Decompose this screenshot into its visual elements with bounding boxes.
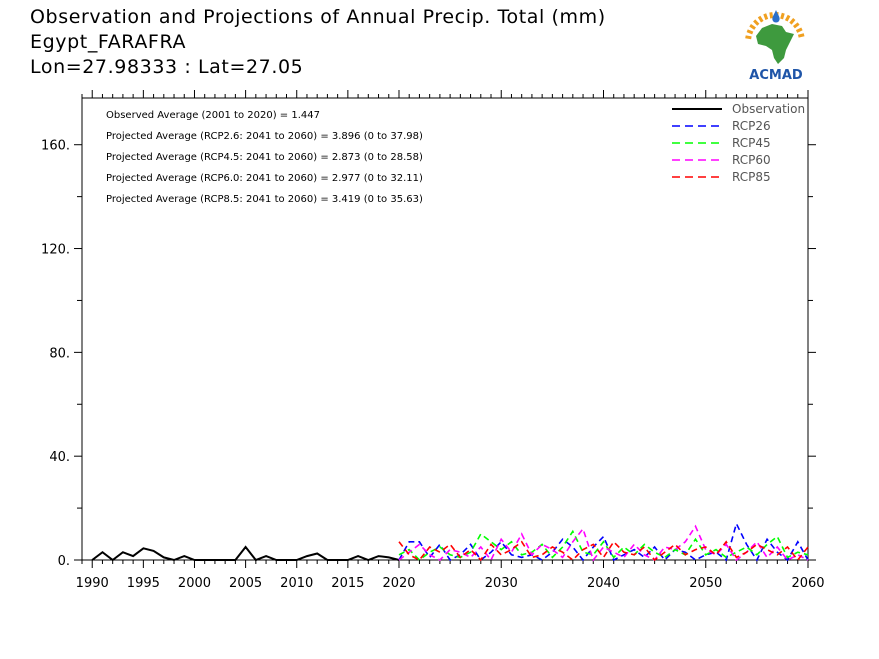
plot-frame: [81, 97, 809, 561]
logo-ray: [757, 15, 764, 23]
station-coordinates: Lon=27.98333 : Lat=27.05: [30, 56, 304, 78]
acmad-logo: ACMAD: [745, 10, 805, 83]
annotation-line: Observed Average (2001 to 2020) = 1.447: [106, 110, 320, 121]
logo-ray: [789, 18, 796, 25]
logo-ray: [745, 35, 752, 40]
x-tick-label: 2020: [382, 576, 415, 591]
annotation-line: Projected Average (RCP8.5: 2041 to 2060)…: [106, 194, 423, 205]
legend-label: RCP85: [732, 170, 771, 184]
logo-ray: [769, 12, 774, 19]
logo-ray: [763, 13, 769, 20]
x-tick-label: 1995: [127, 576, 160, 591]
logo-ray: [784, 14, 791, 22]
series-line-observation: [91, 545, 400, 562]
logo-ray: [795, 27, 803, 33]
legend-label: RCP60: [732, 153, 771, 167]
logo-africa-map: [756, 24, 794, 64]
logo-ray: [746, 29, 754, 35]
x-tick-label: 2040: [587, 576, 620, 591]
y-axis: 0. 40. 80. 120. 160.: [41, 139, 816, 569]
annotation-line: Projected Average (RCP4.5: 2041 to 2060)…: [106, 152, 423, 163]
x-axis: 1990 1995 2000 2005 2010 2015 2020 2030 2040 2050…: [76, 90, 825, 591]
annotation-line: Projected Average (RCP6.0: 2041 to 2060)…: [106, 173, 423, 184]
series-lines: [91, 521, 809, 562]
x-tick-label: 2000: [178, 576, 211, 591]
logo-ray: [753, 19, 760, 26]
x-tick-label: 2060: [791, 576, 824, 591]
series-line-rcp60: [398, 524, 809, 562]
x-tick-label: 2005: [229, 576, 262, 591]
series-line-rcp85: [398, 540, 809, 562]
y-tick-label: 40.: [49, 450, 70, 465]
y-tick-label: 160.: [41, 139, 70, 154]
logo-ray: [792, 22, 800, 29]
series-line-rcp45: [398, 529, 809, 562]
plot-border: [81, 97, 809, 561]
logo-text: ACMAD: [749, 68, 803, 83]
station-name: Egypt_FARAFRA: [30, 31, 187, 53]
y-tick-label: 80.: [49, 346, 70, 361]
logo-water-drop: [772, 10, 780, 23]
x-tick-label: 2015: [331, 576, 364, 591]
annotations: Observed Average (2001 to 2020) = 1.447 P…: [106, 110, 423, 205]
logo-ray: [749, 23, 756, 30]
legend-label: Observation: [732, 102, 805, 116]
y-tick-label: 120.: [41, 243, 70, 258]
x-tick-label: 2010: [280, 576, 313, 591]
legend-label: RCP45: [732, 136, 771, 150]
x-tick-label: 1990: [76, 576, 109, 591]
x-tick-label: 2050: [689, 576, 722, 591]
y-tick-label: 0.: [58, 554, 70, 569]
legend: Observation RCP26 RCP45 RCP60 RCP85: [672, 102, 805, 184]
logo-ray: [780, 12, 785, 20]
x-tick-label: 2030: [485, 576, 518, 591]
chart-title: Observation and Projections of Annual Pr…: [30, 6, 606, 28]
legend-label: RCP26: [732, 119, 771, 133]
annotation-line: Projected Average (RCP2.6: 2041 to 2060)…: [106, 131, 423, 142]
logo-ray: [797, 33, 805, 38]
